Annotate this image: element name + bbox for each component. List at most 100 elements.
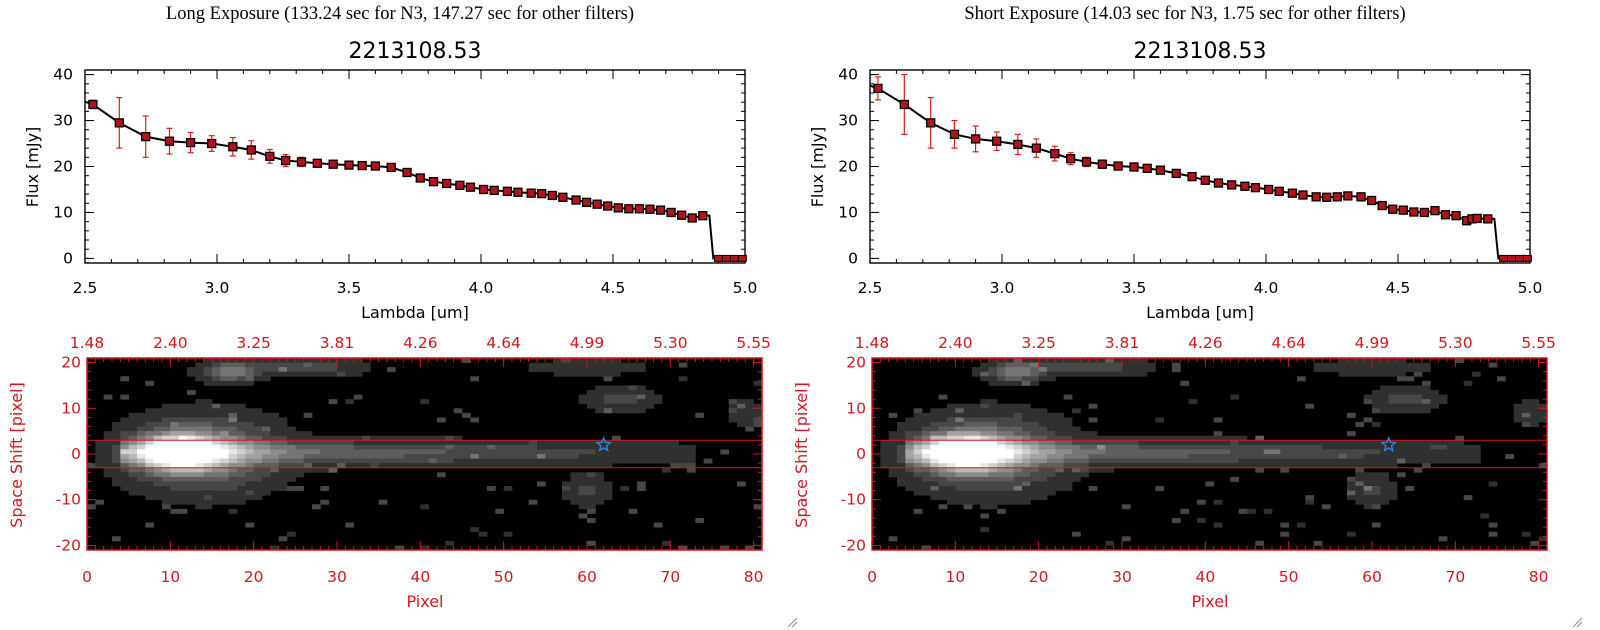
image-pixel [1272,458,1281,464]
image-pixel [997,422,1006,427]
image-pixel [737,408,746,414]
image-pixel [1122,449,1131,455]
image-pixel [312,454,321,459]
image-pixel [345,367,355,373]
image-pixel [922,490,931,496]
image-pixel [220,376,230,382]
image-pixel [545,367,555,373]
image-pixel [955,403,965,409]
image-pixel [587,440,596,446]
resize-grip-icon[interactable] [1571,616,1583,628]
image-pixel [972,476,981,482]
image-top-tick-label: 4.64 [1271,334,1306,352]
image-pixel [195,426,205,432]
image-y-tick-label: 20 [61,354,81,372]
image-pixel [312,362,321,368]
image-pixel [187,417,196,423]
image-pixel [1188,399,1198,405]
image-pixel [262,376,271,382]
image-pixel [212,376,221,382]
image-pixel [287,449,296,455]
image-pixel [1372,472,1381,478]
image-pixel [212,367,221,373]
resize-grip-icon[interactable] [786,616,798,628]
image-pixel [1338,440,1348,446]
image-pixel [578,449,588,455]
image-pixel [187,499,196,505]
image-pixel [897,463,906,469]
image-pixel [1063,394,1073,400]
image-pixel [1030,435,1040,441]
image-pixel [553,449,563,455]
image-pixel [1005,380,1015,386]
image-pixel [1030,495,1040,501]
image-pixel [212,454,221,459]
image-pixel [963,504,973,510]
image-pixel [1380,390,1390,395]
data-point [666,207,676,218]
image-pixel [1380,454,1390,459]
image-pixel [195,481,205,487]
image-pixel [1388,362,1398,368]
image-pixel [603,390,613,395]
image-pixel [1405,390,1415,395]
image-pixel [370,458,380,464]
image-pixel [328,458,338,464]
image-pixel [603,376,613,382]
image-pixel [137,444,146,450]
image-pixel [1238,454,1248,459]
image-pixel [345,399,355,405]
image-pixel [128,431,138,437]
image-pixel [303,467,313,473]
image-pixel [270,463,280,469]
image-pixel [1055,422,1065,427]
image-pixel [595,399,605,405]
image-pixel [1347,490,1356,496]
image-pixel [237,371,246,377]
image-pixel [512,463,521,469]
image-pixel [1313,454,1323,459]
image-pixel [880,454,890,459]
image-pixel [578,499,588,505]
image-pixel [270,454,280,459]
image-pixel [245,481,255,487]
image-pixel [1372,454,1381,459]
image-pixel [95,454,105,459]
image-pixel [1222,440,1231,446]
image-pixel [228,440,238,446]
image-pixel [1022,481,1031,487]
image-pixel [262,412,271,418]
image-pixel [1022,449,1031,455]
image-pixel [253,454,263,459]
image-pixel [670,454,680,459]
image-pixel [562,362,571,368]
image-pixel [930,495,940,501]
image-pixel [1030,463,1040,469]
image-pixel [888,440,898,446]
image-pixel [287,467,296,473]
data-point [899,99,909,110]
image-pixel [145,481,155,487]
image-pixel [1363,463,1373,469]
image-pixel [1055,476,1065,482]
image-pixel [212,440,221,446]
image-pixel [1088,454,1098,459]
image-pixel [237,486,246,491]
image-pixel [1147,449,1156,455]
data-point [1332,192,1342,202]
image-pixel [988,495,998,501]
image-pixel [212,358,221,363]
image-pixel [1313,444,1323,450]
image-pixel [345,371,355,377]
image-pixel [370,463,380,469]
image-pixel [262,476,271,482]
image-pixel [637,444,646,450]
image-pixel [478,531,488,537]
image-pixel [1230,476,1240,482]
image-pixel [295,463,305,469]
image-pixel [1388,385,1398,391]
image-pixel [1072,435,1081,441]
image-pixel [1138,435,1148,441]
image-pixel [128,454,138,459]
image-pixel [170,431,180,437]
